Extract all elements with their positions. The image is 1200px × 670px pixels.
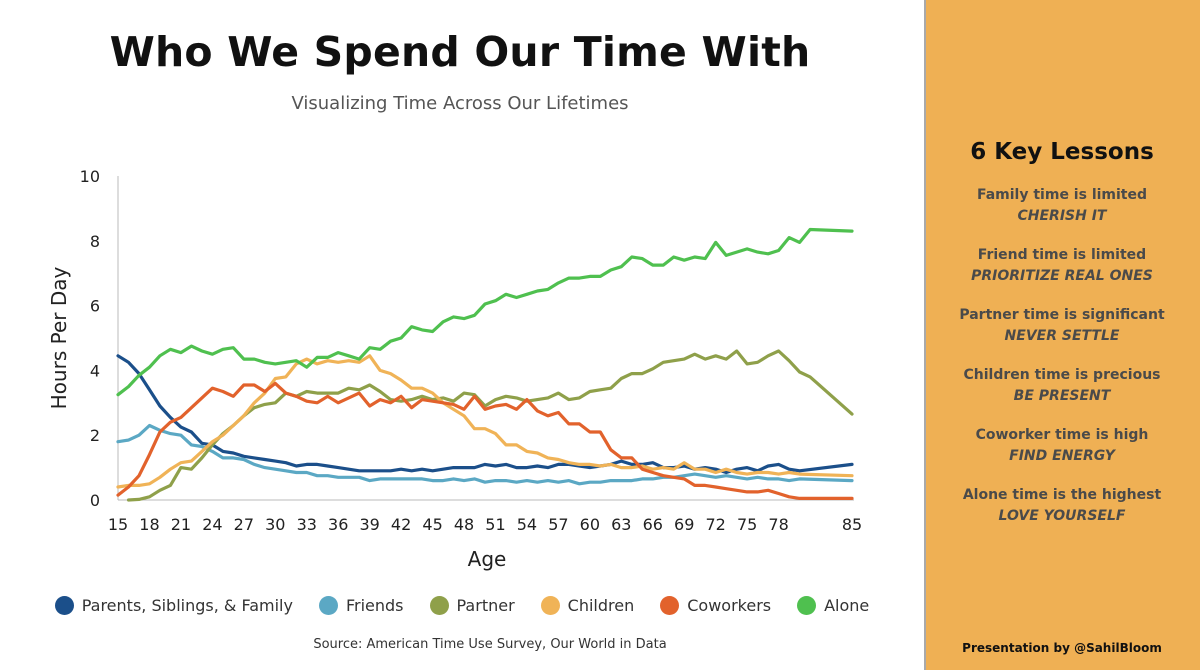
x-tick-label: 51 <box>485 515 505 534</box>
legend-label: Coworkers <box>687 595 772 615</box>
legend-item: Partner <box>429 595 515 615</box>
legend-label: Children <box>567 595 635 615</box>
x-tick-label: 27 <box>234 515 254 534</box>
legend-item: Children <box>540 595 635 615</box>
legend-label: Friends <box>345 595 404 615</box>
x-tick-label: 33 <box>297 515 317 534</box>
page-title: Who We Spend Our Time With <box>109 28 811 76</box>
x-tick-label: 21 <box>171 515 191 534</box>
legend-swatch <box>318 595 338 615</box>
legend-swatch <box>540 595 560 615</box>
x-tick-label: 39 <box>359 515 379 534</box>
legend-item: Coworkers <box>660 595 772 615</box>
lesson-text: Partner time is significant <box>959 307 1165 323</box>
x-tick-label: 66 <box>643 515 663 534</box>
series-line-children <box>116 354 854 489</box>
panel-divider <box>924 0 926 670</box>
y-tick-label: 8 <box>90 232 100 251</box>
x-tick-label: 57 <box>548 515 568 534</box>
x-tick-label: 72 <box>706 515 726 534</box>
lessons-panel: 6 Key Lessons Family time is limited CHE… <box>924 0 1200 670</box>
x-axis-title: Age <box>468 547 507 571</box>
x-tick-label: 36 <box>328 515 348 534</box>
page-subtitle: Visualizing Time Across Our Lifetimes <box>291 93 629 114</box>
lesson-action: CHERISH IT <box>1017 208 1107 224</box>
legend-item: Alone <box>797 595 870 615</box>
legend-item: Parents, Siblings, & Family <box>54 595 293 615</box>
lesson-text: Coworker time is high <box>975 427 1149 443</box>
lessons-title: 6 Key Lessons <box>970 139 1154 165</box>
lesson-friends: Friend time is limited PRIORITIZE REAL O… <box>924 245 1200 287</box>
lesson-action: NEVER SETTLE <box>1004 328 1120 344</box>
lesson-children: Children time is precious BE PRESENT <box>924 365 1200 407</box>
legend-label: Parents, Siblings, & Family <box>81 595 293 615</box>
lesson-action: LOVE YOURSELF <box>998 508 1126 524</box>
x-tick-label: 24 <box>202 515 222 534</box>
credit-text: Presentation by @SahilBloom <box>962 641 1162 655</box>
x-tick-label: 63 <box>611 515 631 534</box>
lesson-alone: Alone time is the highest LOVE YOURSELF <box>924 485 1200 527</box>
legend-label: Alone <box>824 595 870 615</box>
lesson-action: BE PRESENT <box>1013 388 1111 404</box>
chart-area: Who We Spend Our Time With Visualizing T… <box>0 28 924 652</box>
x-tick-label: 75 <box>737 515 757 534</box>
lesson-coworkers: Coworker time is high FIND ENERGY <box>924 425 1200 467</box>
legend-swatch <box>429 595 449 615</box>
lesson-text: Alone time is the highest <box>962 487 1162 503</box>
x-tick-label: 15 <box>108 515 128 534</box>
lesson-text: Children time is precious <box>963 367 1161 383</box>
x-tick-label: 78 <box>768 515 788 534</box>
x-tick-label: 42 <box>391 515 411 534</box>
legend-swatch <box>797 595 817 615</box>
series-line-parents-siblings-family <box>116 354 854 475</box>
series-line-alone <box>116 227 854 397</box>
x-tick-label: 69 <box>674 515 694 534</box>
x-tick-label: 60 <box>580 515 600 534</box>
x-tick-label: 85 <box>842 515 862 534</box>
x-tick-label: 45 <box>422 515 442 534</box>
lesson-action: FIND ENERGY <box>1009 448 1115 464</box>
y-tick-label: 6 <box>90 297 100 316</box>
y-tick-label: 4 <box>90 361 100 380</box>
legend-swatch <box>54 595 74 615</box>
source-note: Source: American Time Use Survey, Our Wo… <box>313 637 667 652</box>
series-line-friends <box>116 423 854 486</box>
y-tick-label: 2 <box>90 426 100 445</box>
lesson-partner: Partner time is significant NEVER SETTLE <box>924 305 1200 347</box>
x-tick-label: 54 <box>517 515 537 534</box>
lesson-text: Friend time is limited <box>977 247 1147 263</box>
x-tick-label: 48 <box>454 515 474 534</box>
legend-swatch <box>660 595 680 615</box>
lesson-family: Family time is limited CHERISH IT <box>924 185 1200 227</box>
lesson-text: Family time is limited <box>976 187 1148 203</box>
series-line-coworkers <box>116 381 854 500</box>
y-tick-label: 10 <box>80 167 100 186</box>
chart-legend: Parents, Siblings, & Family Friends Partne… <box>0 592 924 618</box>
x-tick-label: 30 <box>265 515 285 534</box>
y-axis-title: Hours Per Day <box>47 267 71 410</box>
y-tick-label: 0 <box>90 491 100 510</box>
lesson-action: PRIORITIZE REAL ONES <box>971 268 1153 284</box>
legend-item: Friends <box>318 595 404 615</box>
legend-label: Partner <box>456 595 515 615</box>
x-tick-label: 18 <box>139 515 159 534</box>
